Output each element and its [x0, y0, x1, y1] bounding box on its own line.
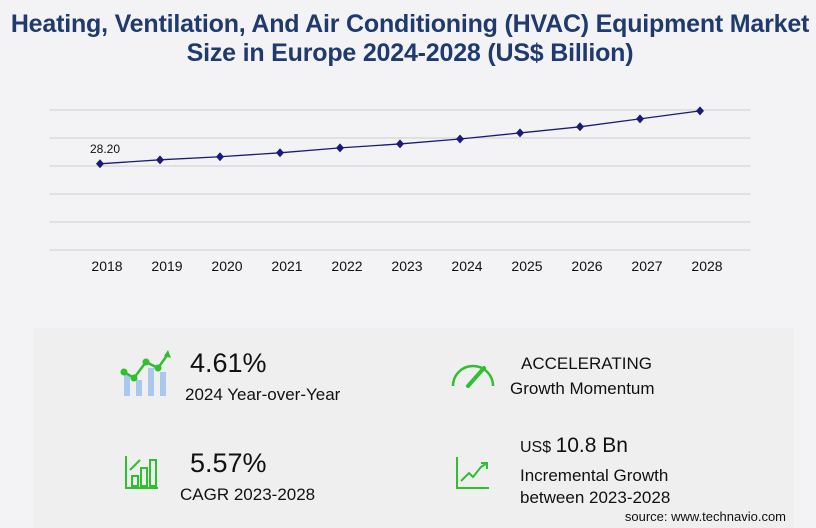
data-point: [276, 148, 284, 158]
x-tick-label: 2019: [151, 258, 182, 274]
data-point: [156, 155, 164, 165]
x-tick-label: 2018: [91, 258, 122, 274]
x-tick-label: 2022: [331, 258, 362, 274]
momentum-label: Growth Momentum: [510, 379, 655, 398]
data-point: [636, 114, 644, 124]
chart-title: Heating, Ventilation, And Air Conditioni…: [10, 10, 810, 67]
yoy-value: 4.61%: [190, 348, 267, 378]
data-point: [576, 122, 584, 132]
bar-chart-icon: [125, 456, 158, 489]
growth-chart-icon: [120, 350, 171, 396]
incremental-amount: 10.8 Bn: [555, 434, 628, 457]
trend-up-icon: [456, 457, 489, 489]
data-point: [216, 152, 224, 162]
stats-panel: [34, 328, 794, 528]
data-label: 28.20: [90, 142, 120, 156]
data-point: [456, 134, 464, 144]
currency-prefix: US$: [520, 439, 552, 456]
x-tick-label: 2025: [511, 258, 542, 274]
incremental-value: US$ 10.8 Bn: [520, 434, 628, 458]
data-point: [336, 143, 344, 153]
x-tick-label: 2028: [691, 258, 722, 274]
incremental-label-2: between 2023-2028: [520, 488, 671, 507]
x-tick-label: 2023: [391, 258, 422, 274]
momentum-value: ACCELERATING: [521, 354, 652, 373]
data-point: [516, 128, 524, 138]
data-point: [696, 106, 704, 116]
source-text: source: www.technavio.com: [624, 509, 786, 524]
cagr-value: 5.57%: [190, 448, 267, 478]
x-tick-label: 2020: [211, 258, 242, 274]
data-point: [96, 159, 104, 169]
series-line: [99, 110, 701, 165]
yoy-label: 2024 Year-over-Year: [185, 385, 341, 404]
x-tick-label: 2026: [571, 258, 602, 274]
line-chart: 2018 28.20 2019 2020 2021 2022 2023 2024 2025 202…: [50, 106, 750, 274]
x-tick-label: 2024: [451, 258, 482, 274]
x-tick-label: 2027: [631, 258, 662, 274]
speedometer-icon: [451, 364, 495, 388]
incremental-label-1: Incremental Growth: [520, 466, 669, 485]
cagr-label: CAGR 2023-2028: [180, 485, 316, 504]
x-tick-label: 2021: [271, 258, 302, 274]
data-point: [396, 139, 404, 149]
